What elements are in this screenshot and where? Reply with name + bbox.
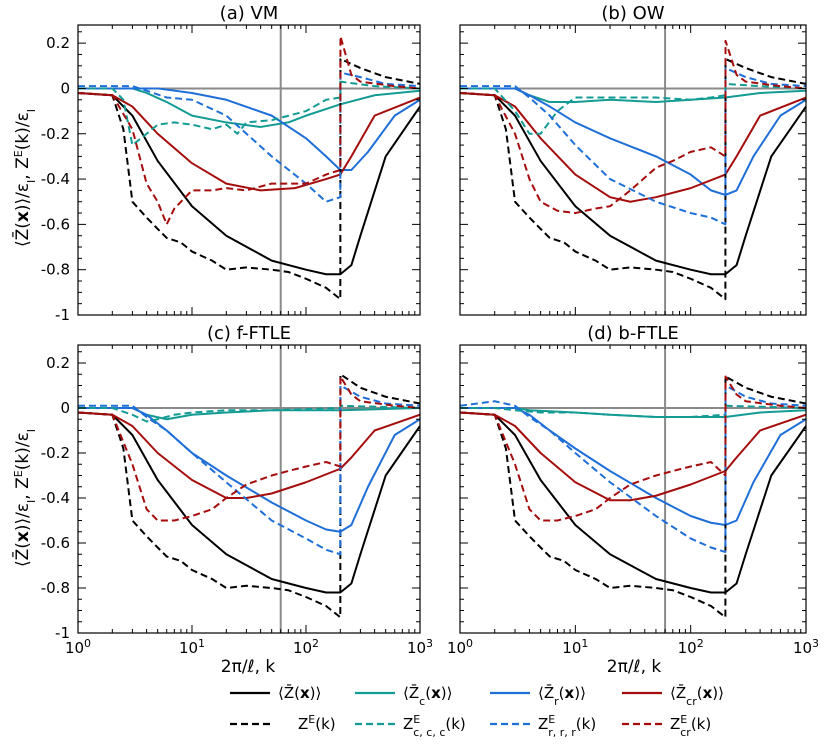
x-tick-label: 101: [179, 637, 205, 658]
y-tick-label: -0.4: [41, 489, 70, 507]
series-r-solid: [78, 407, 420, 533]
series-c-E-dashed: [78, 404, 420, 423]
series-c-E-dashed: [78, 80, 420, 147]
legend-label-r-e: ZE r, r, r(k): [538, 713, 596, 739]
series-total-solid: [78, 91, 420, 276]
series-c-E-dashed: [460, 82, 806, 135]
legend-label-c: ⟨Z̄c(x)⟩: [403, 683, 452, 707]
series-total-E-dashed: [460, 57, 806, 301]
panel-title: (b) OW: [601, 3, 664, 24]
legend: ⟨Z̄(x)⟩ ⟨Z̄c(x)⟩ ⟨Z̄r(x)⟩ ⟨Z̄cr(x)⟩ ZE(k…: [230, 683, 724, 739]
series-c-solid: [78, 407, 420, 421]
y-axis-label-top: ⟨Z̄(x)⟩/εI, ZE(k)/εI: [11, 109, 38, 247]
y-axis-label-bottom: ⟨Z̄(x)⟩/εI, ZE(k)/εI: [11, 429, 38, 567]
plot-frame: [77, 344, 421, 634]
x-axis-label-left: 2π/ℓ, k: [221, 657, 276, 677]
series-cr-solid: [460, 91, 806, 203]
x-tick-label: 100: [65, 637, 91, 658]
series-cr-solid: [460, 411, 806, 502]
y-tick-label: -0.8: [41, 261, 70, 279]
y-tick-label: -0.6: [41, 534, 70, 552]
panel-title: (c) f-FTLE: [207, 323, 291, 344]
legend-label-r: ⟨Z̄r(x)⟩: [538, 683, 586, 707]
series-r-solid: [78, 87, 420, 171]
y-tick-label: 0: [60, 399, 70, 417]
series-c-solid: [460, 407, 806, 418]
x-tick-label: 103: [407, 637, 433, 658]
y-tick-label: -0.2: [41, 125, 70, 143]
y-tick-label: -0.2: [41, 444, 70, 462]
x-tick-label: 102: [293, 637, 319, 658]
legend-label-total-e: ZE(k): [298, 713, 336, 734]
x-tick-label: 103: [793, 637, 819, 658]
panel-1: (b) OW: [459, 3, 807, 316]
series-r-solid: [460, 407, 806, 526]
y-tick-label: -0.6: [41, 215, 70, 233]
series-r-E-dashed: [78, 384, 420, 556]
y-tick-label: -0.4: [41, 170, 70, 188]
y-tick-label: 0: [60, 79, 70, 97]
y-tick-label: -0.8: [41, 579, 70, 597]
series-cr-solid: [78, 91, 420, 192]
series-total-solid: [460, 411, 806, 594]
legend-label-total: ⟨Z̄(x)⟩: [278, 683, 321, 702]
legend-label-c-e: ZE c, c, c(k): [403, 713, 466, 739]
legend-label-cr: ⟨Z̄cr(x)⟩: [670, 683, 724, 707]
x-tick-label: 101: [562, 637, 588, 658]
y-tick-label: -1: [55, 306, 70, 324]
series-c-solid: [460, 87, 806, 104]
series-cr-E-dashed: [78, 375, 420, 522]
y-tick-label: 0.2: [46, 34, 70, 52]
panel-3: 100 101 102 103 (d) b-FTLE: [447, 323, 819, 657]
plot-frame: [459, 344, 807, 634]
series-cr-E-dashed: [460, 375, 806, 522]
plot-frame: [77, 24, 421, 316]
series-r-E-dashed: [460, 384, 806, 553]
panel-0: 0.2 0 -0.2 -0.4 -0.6 -0.8 -1 (a) VM: [41, 3, 421, 324]
x-tick-label: 102: [678, 637, 704, 658]
series-r-E-dashed: [78, 71, 420, 203]
series-total-solid: [460, 91, 806, 276]
series-r-solid: [460, 87, 806, 196]
plot-frame: [459, 24, 807, 316]
panel-title: (a) VM: [220, 3, 279, 24]
x-axis-label-right: 2π/ℓ, k: [607, 657, 662, 677]
panel-title: (d) b-FTLE: [587, 323, 679, 344]
legend-label-cr-e: ZE cr(k): [670, 713, 711, 739]
series-total-solid: [78, 411, 420, 594]
series-cr-E-dashed: [460, 39, 806, 215]
series-total-E-dashed: [78, 57, 420, 301]
series-r-E-dashed: [460, 67, 806, 226]
y-tick-label: 0.2: [46, 354, 70, 372]
series-cr-E-dashed: [78, 35, 420, 226]
x-tick-label: 100: [447, 637, 473, 658]
y-tick-label: -1: [55, 624, 70, 642]
